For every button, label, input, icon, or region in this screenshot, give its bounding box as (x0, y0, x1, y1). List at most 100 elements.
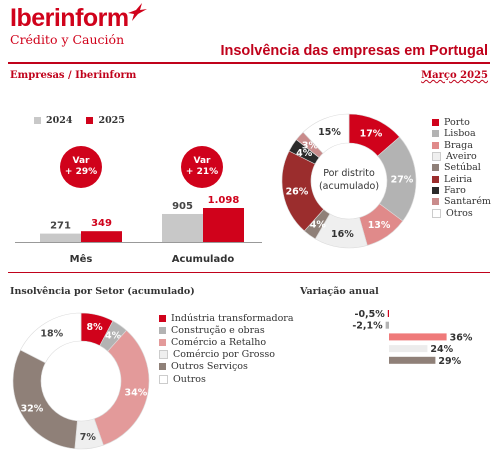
legend-swatch (159, 350, 168, 360)
legend-item-ind-stria-transformadora: Indústria transformadora (159, 312, 294, 324)
legend-label: Santarém (444, 196, 491, 208)
annual-bar-label: -0,5% (355, 309, 386, 320)
legend-label: Setúbal (444, 162, 481, 174)
sector-legend: Indústria transformadora Construção e obr… (159, 312, 294, 385)
legend-swatch (159, 338, 166, 346)
slice-label: 27% (391, 175, 414, 186)
legend-item-lisboa: Lisboa (432, 128, 491, 139)
legend-label: Lisboa (444, 128, 476, 140)
legend-swatch (159, 363, 166, 371)
district-center-label-1: Por distrito (323, 168, 375, 179)
slice-label: 18% (40, 329, 63, 340)
legend-label: Indústria transformadora (171, 312, 294, 324)
header-divider (8, 62, 490, 64)
annual-bar-label: -2,1% (352, 321, 383, 332)
legend-item-santar-m: Santarém (432, 196, 491, 207)
legend-swatch (159, 326, 166, 334)
slice-label: 34% (125, 388, 148, 399)
section-divider (8, 272, 490, 273)
variation-badge-accumulated-line2: + 21% (185, 167, 219, 177)
annual-bar-label: 36% (450, 332, 473, 343)
legend-item-aveiro: Aveiro (432, 151, 491, 162)
variation-badge-accumulated-line1: Var (193, 156, 211, 166)
annual-bar-label: 29% (438, 356, 461, 367)
category-label: Acumulado (172, 254, 235, 265)
bar-2025-0 (81, 231, 122, 242)
legend-label: Comércio a Retalho (171, 336, 267, 348)
report-title: Insolvência das empresas em Portugal (220, 43, 488, 59)
annual-variation-chart: -0,5%-2,1% 36%24%29% (352, 309, 473, 367)
slice-label: 4% (310, 219, 327, 230)
legend-item-2024: 2024 (34, 115, 72, 126)
legend-label-2025: 2025 (98, 115, 125, 126)
legend-item-leiria: Leiria (432, 173, 491, 185)
variation-badge-month: Var + 29% (60, 146, 102, 188)
legend-label: Aveiro (446, 151, 477, 163)
legend-swatch-2024 (34, 117, 41, 124)
legend-label: Otros (446, 207, 473, 219)
district-center-label-2: (acumulado) (319, 181, 379, 192)
legend-label: Braga (444, 139, 473, 151)
legend-item-outros: Outros (159, 373, 294, 385)
legend-swatch-2025 (86, 117, 94, 124)
annual-bar (385, 321, 389, 329)
legend-label: Leiria (444, 173, 473, 185)
bar-2025-1 (203, 208, 244, 242)
legend-swatch (432, 141, 439, 149)
slice-label: 4% (296, 148, 313, 159)
report-date: Março 2025 (421, 70, 488, 81)
bird-logo-icon (128, 3, 147, 21)
slice-label: 3% (302, 141, 319, 152)
legend-item-outros-servi-os: Outros Serviços (159, 361, 294, 373)
slice-label: 4% (105, 331, 122, 342)
slice-label: 26% (286, 186, 309, 197)
legend-swatch (159, 374, 168, 384)
legend-item-braga: Braga (432, 140, 491, 151)
monthly-bar-chart: 271 349 Mês 905 1.098 Acumulado (15, 195, 262, 265)
legend-swatch (432, 208, 441, 218)
legend-item-2025: 2025 (86, 115, 125, 126)
slice-outros-servi-os (12, 349, 78, 450)
legend-swatch (432, 175, 439, 183)
legend-swatch (432, 152, 441, 162)
bar-value-label: 1.098 (208, 195, 240, 206)
slice-label: 7% (80, 432, 97, 443)
legend-swatch (432, 130, 439, 138)
legend-label: Faro (444, 184, 466, 196)
section-label-companies: Empresas / Iberinform (10, 70, 137, 81)
slice-label: 17% (360, 128, 383, 139)
legend-label: Outros (173, 373, 206, 385)
annual-bar (389, 345, 428, 353)
legend-item-porto: Porto (432, 117, 491, 128)
slice-label: 16% (331, 229, 354, 240)
annual-bar-label: 24% (430, 344, 453, 355)
brand-logo: Iberinform (10, 4, 129, 32)
bar-2024-0 (40, 233, 81, 242)
bar-legend: 2024 2025 (34, 115, 125, 126)
bar-value-label: 349 (91, 218, 112, 229)
annual-bar (389, 333, 447, 341)
legend-item-set-bal: Setúbal (432, 162, 491, 173)
slice-label: 32% (21, 404, 44, 415)
variation-badge-month-line2: + 29% (64, 167, 98, 177)
legend-label: Porto (444, 117, 470, 129)
sector-donut-chart: 8%4% 34% 7% 32% 18% (12, 312, 150, 450)
legend-label: Outros Serviços (171, 361, 248, 373)
category-label: Mês (70, 253, 93, 265)
sector-section-title: Insolvência por Setor (acumulado) (10, 286, 195, 297)
variation-badge-month-line1: Var (72, 156, 90, 166)
district-donut-chart: Por distrito (acumulado) 17% 27% 13% 16% 4% 2… (281, 113, 417, 249)
slice-label: 8% (86, 322, 103, 333)
district-legend: Porto Lisboa Braga Aveiro Setúbal Leiria Faro S… (432, 117, 491, 219)
annual-variation-title: Variação anual (300, 286, 379, 297)
legend-label: Comércio por Grosso (173, 349, 275, 361)
legend-item-com-rcio-a-retalho: Comércio a Retalho (159, 336, 294, 348)
slice-otros (302, 113, 350, 154)
brand-tagline: Crédito y Caución (10, 32, 125, 47)
legend-swatch (432, 119, 439, 127)
legend-swatch (432, 186, 439, 194)
slice-label: 15% (318, 127, 341, 138)
legend-label: Construção e obras (171, 324, 265, 336)
slice-com-rcio-a-retalho (93, 329, 150, 446)
annual-bar (387, 310, 389, 317)
